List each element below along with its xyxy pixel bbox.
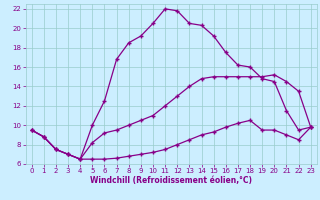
X-axis label: Windchill (Refroidissement éolien,°C): Windchill (Refroidissement éolien,°C) — [90, 176, 252, 185]
